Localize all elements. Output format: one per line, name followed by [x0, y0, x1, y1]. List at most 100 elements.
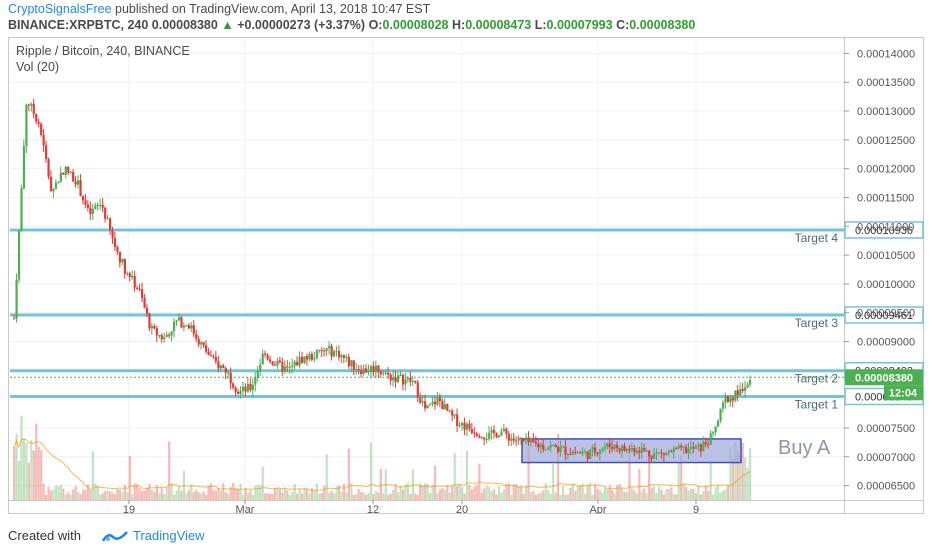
volume-bar	[212, 490, 215, 500]
target-price-badge	[844, 221, 924, 239]
volume-bar	[335, 486, 338, 500]
candle-body	[77, 180, 80, 185]
volume-bar	[539, 492, 542, 500]
candle-body	[584, 451, 587, 453]
volume-bar	[480, 492, 483, 500]
candle-body	[613, 444, 616, 449]
volume-bar	[298, 488, 301, 500]
volume-bar	[593, 484, 597, 500]
volume-bar	[488, 487, 491, 500]
volume-bar	[40, 450, 43, 500]
candle-body	[648, 450, 651, 457]
candle-body	[175, 320, 178, 322]
candle-body	[601, 448, 604, 451]
symbol-label: BINANCE:XRPBTC, 240	[8, 18, 149, 32]
volume-bar	[529, 491, 533, 500]
candle-body	[308, 354, 311, 360]
candle-body	[525, 437, 528, 441]
candle-body	[394, 377, 397, 382]
volume-bar	[15, 433, 18, 500]
volume-bar	[241, 494, 245, 500]
volume-bar	[630, 487, 634, 500]
volume-bar	[443, 489, 446, 500]
volume-bar	[145, 487, 149, 500]
volume-bar	[382, 493, 385, 500]
candle-body	[507, 434, 510, 441]
candle-body	[15, 279, 18, 319]
volume-bar	[729, 447, 732, 500]
candle-body	[689, 447, 693, 449]
volume-bar	[436, 493, 439, 500]
volume-bar	[512, 484, 515, 500]
candle-body	[542, 444, 545, 450]
high-label: H:	[451, 18, 466, 32]
volume-bar	[399, 485, 402, 500]
chart-area[interactable]: Target 4 0.00010936 Target 3 0.00009461 Targ…	[8, 37, 924, 514]
countdown-label: 12:04	[889, 387, 918, 399]
candle-body	[25, 104, 28, 147]
volume-bar	[342, 483, 346, 500]
volume-bar	[113, 493, 117, 500]
volume-bar	[721, 490, 725, 500]
candle-body	[74, 181, 77, 185]
price-chart-svg[interactable]: Target 4 0.00010936 Target 3 0.00009461 Targ…	[8, 37, 924, 514]
volume-bar	[576, 486, 579, 500]
volume-bar	[27, 462, 30, 500]
close-value: 0.00008380	[629, 18, 696, 32]
volume-bar	[465, 450, 469, 500]
volume-bar	[116, 488, 119, 500]
volume-bar	[347, 448, 350, 500]
candle-body	[702, 441, 705, 452]
candle-body	[131, 275, 134, 278]
current-price-label: 0.00008380	[855, 372, 913, 384]
volume-bar	[561, 485, 565, 500]
volume-bar	[670, 487, 673, 500]
volume-bar	[697, 485, 700, 500]
volume-bar	[160, 488, 163, 500]
volume-bar	[446, 485, 449, 500]
volume-bar	[246, 492, 250, 500]
candle-body	[291, 365, 294, 367]
candle-body	[520, 437, 523, 440]
volume-bar	[685, 486, 688, 500]
volume-bar	[557, 434, 560, 500]
candle-body	[163, 337, 166, 340]
candle-body	[502, 428, 506, 432]
candle-body	[345, 357, 348, 359]
volume-bar	[502, 489, 506, 500]
volume-bar	[256, 485, 259, 500]
candle-body	[623, 445, 626, 451]
price-tick-label: 0.00009000	[857, 337, 915, 349]
volume-bar	[463, 493, 466, 500]
volume-bar	[379, 468, 382, 500]
author-link[interactable]: CryptoSignalsFree	[8, 2, 112, 16]
candle-body	[655, 452, 658, 454]
volume-bar	[468, 485, 471, 500]
candle-body	[635, 450, 638, 453]
price-tick-label: 0.00014000	[857, 48, 915, 60]
candle-body	[628, 448, 631, 451]
candle-body	[643, 447, 646, 451]
volume-bar	[13, 446, 16, 500]
volume-bar	[155, 485, 158, 500]
candle-body	[712, 432, 715, 434]
volume-bar	[369, 442, 373, 500]
candle-body	[416, 382, 419, 398]
volume-bar	[79, 494, 82, 500]
price-tick-label: 0.00009500	[857, 308, 915, 320]
tradingview-brand-link[interactable]: TradingView	[133, 528, 205, 543]
volume-bar	[475, 484, 478, 500]
volume-bar	[313, 490, 316, 500]
volume-bar	[547, 489, 550, 500]
candle-body	[190, 325, 193, 329]
candle-body	[79, 180, 82, 196]
open-value: 0.00008028	[382, 18, 449, 32]
target-price-label: 0.00009461	[855, 310, 913, 322]
candle-body	[478, 435, 481, 438]
grid-lines	[10, 39, 844, 500]
candle-body	[256, 370, 259, 378]
candle-body	[625, 448, 629, 451]
price-tick-label: 0.00011500	[857, 192, 914, 204]
candle-body	[136, 287, 139, 289]
volume-bar	[613, 493, 616, 500]
